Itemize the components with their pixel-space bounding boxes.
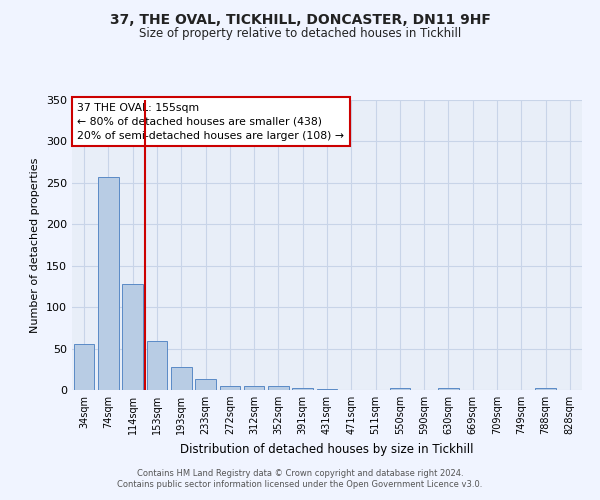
Text: 37 THE OVAL: 155sqm
← 80% of detached houses are smaller (438)
20% of semi-detac: 37 THE OVAL: 155sqm ← 80% of detached ho… — [77, 103, 344, 141]
Bar — [535, 388, 556, 390]
Bar — [74, 344, 94, 390]
Bar — [389, 388, 410, 390]
Bar — [317, 389, 337, 390]
Bar — [122, 284, 143, 390]
Text: Size of property relative to detached houses in Tickhill: Size of property relative to detached ho… — [139, 28, 461, 40]
Bar — [292, 388, 313, 390]
Bar — [195, 379, 216, 390]
Text: Contains public sector information licensed under the Open Government Licence v3: Contains public sector information licen… — [118, 480, 482, 489]
Text: 37, THE OVAL, TICKHILL, DONCASTER, DN11 9HF: 37, THE OVAL, TICKHILL, DONCASTER, DN11 … — [110, 12, 490, 26]
Y-axis label: Number of detached properties: Number of detached properties — [31, 158, 40, 332]
Bar — [171, 367, 191, 390]
Text: Contains HM Land Registry data © Crown copyright and database right 2024.: Contains HM Land Registry data © Crown c… — [137, 468, 463, 477]
Bar — [268, 386, 289, 390]
X-axis label: Distribution of detached houses by size in Tickhill: Distribution of detached houses by size … — [180, 442, 474, 456]
Bar — [438, 388, 459, 390]
Bar — [98, 177, 119, 390]
Bar — [220, 386, 240, 390]
Bar — [244, 386, 265, 390]
Bar — [146, 341, 167, 390]
